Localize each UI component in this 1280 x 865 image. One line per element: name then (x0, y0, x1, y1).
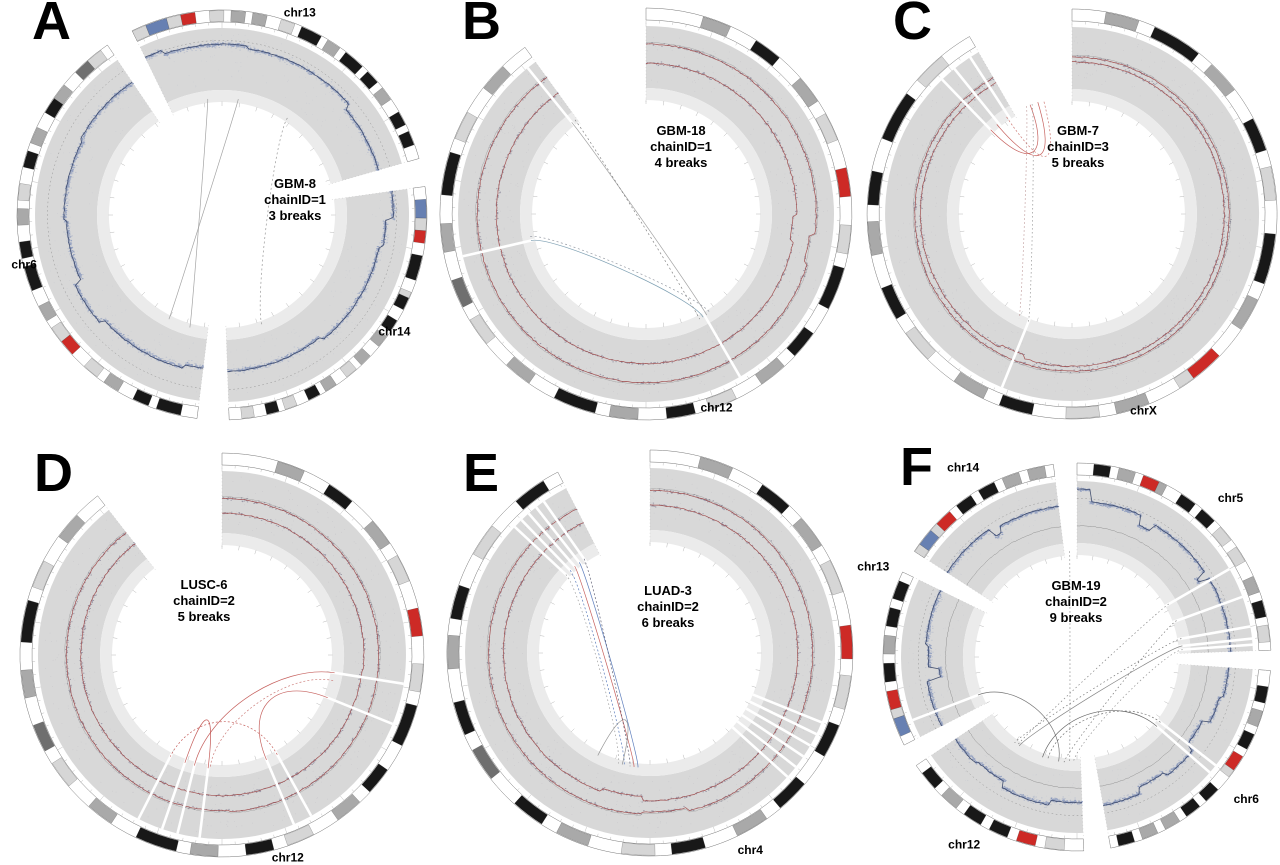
panel-d-breaks: 5 breaks (177, 609, 231, 624)
segment-chr14 (225, 186, 428, 421)
panel-d-sample: LUSC-6 (180, 577, 228, 592)
panel-b-plot: chr12 (439, 7, 853, 421)
panel-e-sample: LUAD-3 (644, 583, 692, 598)
chrom-label-chr6: chr6 (1234, 792, 1260, 806)
chrom-label-chr4: chr4 (738, 843, 764, 857)
segment-chr13 (131, 9, 420, 185)
chrom-label-chr5: chr5 (1218, 491, 1244, 505)
chrom-label-chr12: chr12 (272, 851, 304, 865)
panel-b-sample: GBM-18 (656, 123, 706, 138)
panel-a-letter: A (32, 0, 71, 51)
panel-a-sample: GBM-8 (274, 176, 316, 191)
panel-d-plot: chr12 (19, 452, 425, 865)
panel-f-plot: chr5 chr6 chr12 chr13 chr14 (857, 461, 1272, 852)
panel-e-breaks: 6 breaks (641, 615, 695, 630)
panel-f-breaks: 9 breaks (1049, 610, 1103, 625)
chrom-label-chr14: chr14 (378, 324, 410, 338)
panel-b-title: GBM-18 chainID=1 4 breaks (650, 123, 712, 171)
panel-b-letter: B (462, 0, 501, 51)
segment-chr12 (19, 452, 425, 858)
chrom-label-chrX: chrX (1130, 403, 1157, 417)
chrom-label-chr14: chr14 (947, 461, 979, 475)
chrom-label-chr12: chr12 (700, 401, 732, 415)
panel-d-letter: D (34, 443, 73, 503)
chrom-label-chr12: chr12 (948, 838, 980, 852)
chrom-label-chr13: chr13 (857, 559, 889, 573)
segment-chr6 (1094, 663, 1271, 849)
panel-b-chain: chainID=1 (650, 139, 712, 154)
panel-e-title: LUAD-3 chainID=2 6 breaks (637, 583, 699, 631)
panel-a-chain: chainID=1 (264, 192, 326, 207)
panel-d-chain: chainID=2 (173, 593, 235, 608)
segment-chr12 (439, 7, 853, 421)
segment-chr14 (913, 464, 1066, 603)
segment-chrX (866, 8, 1278, 420)
panel-f-title: GBM-19 chainID=2 9 breaks (1045, 578, 1107, 626)
segment-chr4 (446, 449, 854, 857)
panel-f-letter: F (900, 437, 933, 497)
chrom-label-chr13: chr13 (284, 5, 316, 19)
panel-c-letter: C (893, 0, 932, 51)
panel-f-sample: GBM-19 (1051, 578, 1101, 593)
panel-a-breaks: 3 breaks (268, 208, 322, 223)
segment-chr6 (16, 44, 209, 419)
panel-f-chain: chainID=2 (1045, 594, 1107, 609)
segment-chr13 (882, 571, 990, 746)
panel-e-letter: E (463, 443, 499, 503)
panel-c-chain: chainID=3 (1047, 139, 1109, 154)
panel-b-breaks: 4 breaks (654, 155, 708, 170)
panel-e-plot: chr4 (446, 449, 854, 857)
segment-chr12 (915, 712, 1085, 852)
panel-a-plot: chr13 chr14 chr6 (11, 5, 428, 421)
panel-c-title: GBM-7 chainID=3 5 breaks (1047, 123, 1109, 171)
panel-a-title: GBM-8 chainID=1 3 breaks (264, 176, 326, 224)
panel-c-sample: GBM-7 (1057, 123, 1099, 138)
panel-e-chain: chainID=2 (637, 599, 699, 614)
chrom-label-chr6: chr6 (11, 257, 37, 271)
panel-d-title: LUSC-6 chainID=2 5 breaks (173, 577, 235, 625)
panel-c-breaks: 5 breaks (1051, 155, 1105, 170)
panel-c-plot: chrX (866, 8, 1278, 420)
